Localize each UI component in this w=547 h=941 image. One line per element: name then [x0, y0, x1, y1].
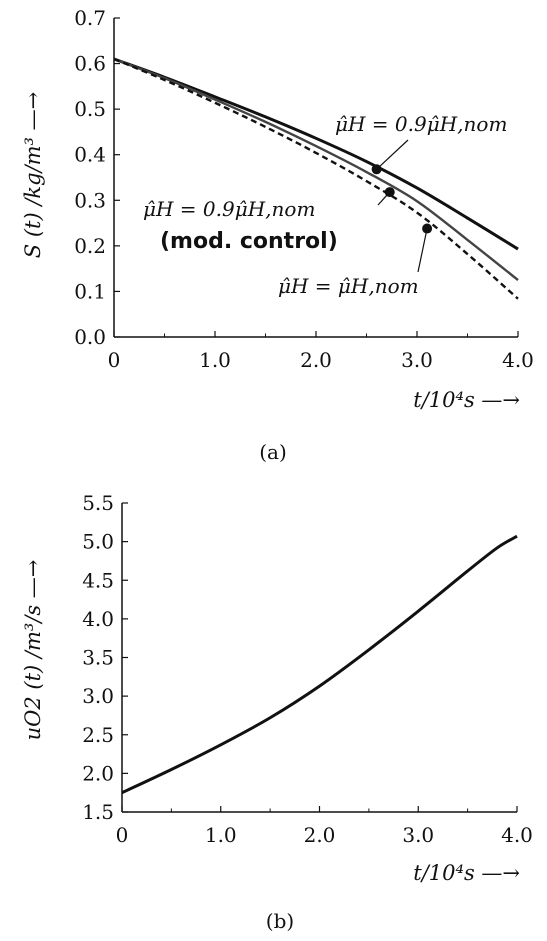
a-series [113, 57, 519, 300]
b-y-tick-label: 3.5 [82, 646, 114, 670]
a-series-line-3 [113, 57, 519, 300]
b-series [121, 534, 518, 795]
x-axis-title-a: t/10⁴s —→ [413, 388, 520, 412]
b-y-tick-label: 2.0 [82, 761, 114, 785]
annotation-leader-3 [417, 228, 428, 273]
panel-b: 0 1.0 2.0 3.0 4.0 1.5 2.0 2.5 3.0 3.5 4.0 4.5 5.0 5.5… [21, 491, 533, 933]
annotation-leader-2 [377, 191, 391, 206]
a-y-tick-label: 0.3 [74, 188, 106, 212]
a-y-tick-label: 0.4 [74, 143, 106, 167]
a-markers [371, 164, 433, 234]
b-y-tick-label: 5.5 [82, 491, 114, 515]
a-y-tick-label: 0.7 [74, 6, 106, 30]
b-y-tick-label: 3.0 [82, 684, 114, 708]
a-x-tick-label: 3.0 [401, 348, 433, 372]
caption-b: (b) [266, 909, 294, 933]
a-x-tick-label: 1.0 [199, 348, 231, 372]
b-x-tick-label: 1.0 [205, 823, 237, 847]
b-y-tick-label: 4.0 [82, 607, 114, 631]
a-y-tick-label: 0.2 [74, 234, 106, 258]
y-axis-title-a: S (t) /kg/m³ —→ [21, 92, 45, 258]
b-x-tick-label: 4.0 [501, 823, 533, 847]
a-series-line-2 [113, 57, 519, 281]
annotation-leader-1 [376, 139, 409, 170]
b-x-tick-label: 0 [116, 823, 129, 847]
annotation-label-2-suffix: (mod. control) [160, 229, 338, 254]
b-y-tick-label: 2.5 [82, 723, 114, 747]
b-series-line-1 [121, 534, 518, 795]
b-y-tick-label: 1.5 [82, 800, 114, 824]
a-x-tick-label: 0 [108, 348, 121, 372]
a-y-tick-label: 0.6 [74, 52, 106, 76]
x-axis-title-b: t/10⁴s —→ [413, 861, 520, 885]
a-leaders [376, 139, 428, 273]
b-y-tick-label: 4.5 [82, 568, 114, 592]
y-axis-title-b: uO2 (t) /m³/s —→ [21, 560, 45, 741]
panel-a: 0 1.0 2.0 3.0 4.0 0.0 0.1 0.2 0.3 0.4 0.5 0.6 0.7 S … [21, 6, 534, 464]
a-y-tick-label: 0.1 [74, 279, 106, 303]
a-y-tick-label: 0.5 [74, 97, 106, 121]
a-x-tick-label: 2.0 [300, 348, 332, 372]
b-x-tick-label: 2.0 [304, 823, 336, 847]
caption-a: (a) [259, 440, 287, 464]
b-x-tick-label: 3.0 [402, 823, 434, 847]
a-ticks: 0 1.0 2.0 3.0 4.0 0.0 0.1 0.2 0.3 0.4 0.5 0.6 0.7 [74, 6, 534, 372]
a-y-tick-label: 0.0 [74, 325, 106, 349]
a-x-tick-label: 4.0 [502, 348, 534, 372]
b-y-tick-label: 5.0 [82, 530, 114, 554]
annotation-label-3: μ̂H = μ̂H,nom [278, 274, 419, 298]
annotation-label-1: μ̂H = 0.9μ̂H,nom [335, 112, 507, 136]
annotation-label-2: μ̂H = 0.9μ̂H,nom [143, 197, 315, 221]
b-ticks: 0 1.0 2.0 3.0 4.0 1.5 2.0 2.5 3.0 3.5 4.0 4.5 5.0 5.5 [82, 491, 533, 847]
a-series-line-1 [113, 57, 519, 251]
